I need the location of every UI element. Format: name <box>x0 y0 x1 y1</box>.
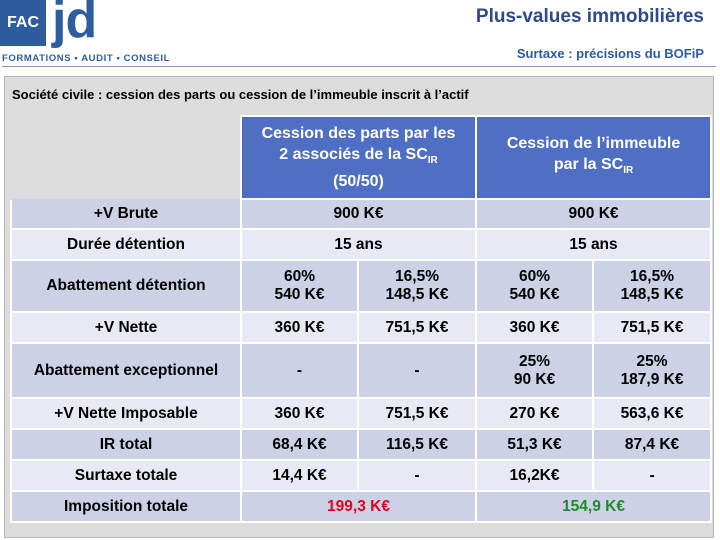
table-cell: - <box>592 459 713 492</box>
table-cell: 16,2K€ <box>475 459 595 492</box>
table-cell: 900 K€ <box>475 198 713 230</box>
table-cell: 15 ans <box>239 228 478 261</box>
table-row: +V Nette 360 K€ 751,5 K€ 360 K€ 751,5 K€ <box>10 311 713 344</box>
table-cell: 751,5 K€ <box>356 311 478 344</box>
table-cell: - <box>240 342 359 399</box>
cell-amount: 187,9 K€ <box>620 370 684 388</box>
table-cell: 16,5% 148,5 K€ <box>592 259 713 313</box>
row-label: Abattement exceptionnel <box>10 342 242 399</box>
table-cell: 14,4 K€ <box>240 459 359 492</box>
table-cell: - <box>356 459 478 492</box>
table-row: +V Brute 900 K€ 900 K€ <box>10 198 713 230</box>
cell-rate: 16,5% <box>395 268 439 285</box>
table-row: Abattement exceptionnel - - 25% 90 K€ 25%… <box>10 342 713 399</box>
logo-tagline: FORMATIONS • AUDIT • CONSEIL <box>2 53 171 64</box>
table-cell: 25% 187,9 K€ <box>592 342 713 399</box>
table-cell: 68,4 K€ <box>240 428 359 461</box>
table-row: IR total 68,4 K€ 116,5 K€ 51,3 K€ 87,4 K… <box>10 428 713 461</box>
table-cell: 270 K€ <box>475 397 595 430</box>
cell-amount: 540 K€ <box>274 286 325 303</box>
table-cell: 900 K€ <box>239 198 478 230</box>
header-col1-sub: IR <box>427 155 438 167</box>
logo-fac-box: FAC <box>0 0 46 46</box>
cell-amount: 148,5 K€ <box>620 286 684 303</box>
header-cession-immeuble: Cession de l’immeuble par la SCIR <box>475 115 713 200</box>
cell-amount: 148,5 K€ <box>385 286 449 303</box>
header-col1-line2: 2 associés de la SC <box>279 145 428 163</box>
row-label: +V Nette Imposable <box>10 397 242 430</box>
row-label: Surtaxe totale <box>10 459 242 492</box>
cell-amount: 90 K€ <box>513 370 556 388</box>
row-label: Abattement détention <box>10 259 242 313</box>
header-divider <box>2 66 716 67</box>
header-cession-parts: Cession des parts par les 2 associés de … <box>239 115 478 200</box>
total-imposition-parts: 199,3 K€ <box>239 490 478 523</box>
table-row: Surtaxe totale 14,4 K€ - 16,2K€ - <box>10 459 713 492</box>
table-cell: 751,5 K€ <box>592 311 713 344</box>
cell-rate: 25% <box>636 352 668 370</box>
header-col2-line1: Cession de l’immeuble <box>506 135 681 153</box>
table-row: Abattement détention 60% 540 K€ 16,5% 148,… <box>10 259 713 313</box>
total-imposition-immeuble: 154,9 K€ <box>475 490 713 523</box>
table-row: Durée détention 15 ans 15 ans <box>10 228 713 261</box>
row-label: +V Brute <box>10 198 242 230</box>
logo-jd-text: jd <box>52 0 97 49</box>
comparison-table: Cession des parts par les 2 associés de … <box>10 115 713 523</box>
header-col1-line1: Cession des parts par les <box>261 124 456 142</box>
table-cell: 87,4 K€ <box>592 428 713 461</box>
section-title: Société civile : cession des parts ou ce… <box>12 87 469 102</box>
page-title: Plus-values immobilières <box>475 6 704 27</box>
table-cell: 15 ans <box>475 228 713 261</box>
table-cell: 563,6 K€ <box>592 397 713 430</box>
cell-rate: 60% <box>519 268 551 285</box>
table-header-row: Cession des parts par les 2 associés de … <box>11 115 713 200</box>
table-row: +V Nette Imposable 360 K€ 751,5 K€ 270 K… <box>10 397 713 430</box>
table-cell: - <box>356 342 478 399</box>
logo: FAC jd FORMATIONS • AUDIT • CONSEIL <box>0 0 180 66</box>
table-cell: 60% 540 K€ <box>240 259 359 313</box>
table-cell: 360 K€ <box>475 311 595 344</box>
header-col2-line2: par la SC <box>553 156 624 174</box>
table-cell: 751,5 K€ <box>356 397 478 430</box>
row-label: +V Nette <box>10 311 242 344</box>
cell-rate: 60% <box>283 268 316 285</box>
table-cell: 16,5% 148,5 K€ <box>356 259 478 313</box>
row-label: Durée détention <box>10 228 242 261</box>
row-label: Imposition totale <box>10 490 242 523</box>
table-cell: 360 K€ <box>240 397 359 430</box>
page-subtitle: Surtaxe : précisions du BOFiP <box>516 46 704 61</box>
table-cell: 116,5 K€ <box>356 428 478 461</box>
table-cell: 25% 90 K€ <box>475 342 595 399</box>
table-cell: 60% 540 K€ <box>475 259 595 313</box>
header-col2-sub: IR <box>623 165 634 177</box>
table-cell: 360 K€ <box>240 311 359 344</box>
cell-rate: 25% <box>519 352 551 370</box>
header-blank-cell <box>11 116 242 199</box>
row-label: IR total <box>10 428 242 461</box>
table-cell: 51,3 K€ <box>475 428 595 461</box>
cell-rate: 16,5% <box>630 268 674 285</box>
header-col1-line3: (50/50) <box>333 173 384 191</box>
table-row: Imposition totale 199,3 K€ 154,9 K€ <box>10 490 713 523</box>
cell-amount: 540 K€ <box>509 286 560 303</box>
